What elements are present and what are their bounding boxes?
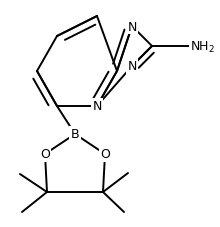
Text: N: N — [127, 60, 137, 73]
Text: O: O — [40, 148, 50, 161]
Text: O: O — [100, 148, 110, 161]
Text: NH$_2$: NH$_2$ — [190, 39, 215, 54]
Text: N: N — [127, 20, 137, 33]
Text: N: N — [92, 100, 102, 113]
Text: B: B — [71, 128, 79, 141]
